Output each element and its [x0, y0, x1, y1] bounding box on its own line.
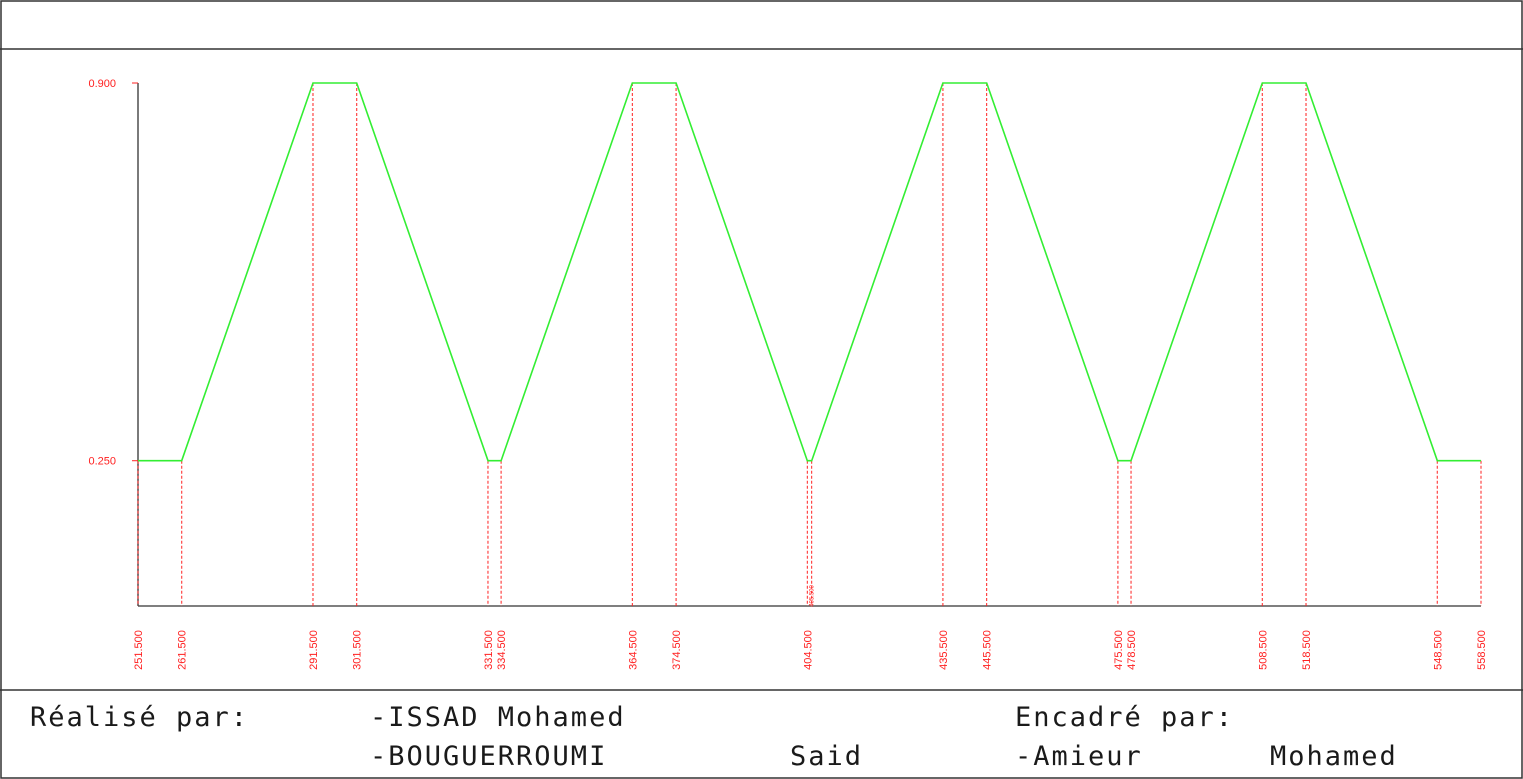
x-tick-label: 334.500 [496, 630, 508, 670]
x-tick-label: 261.500 [177, 630, 189, 670]
x-tick-label: 364.500 [627, 630, 639, 670]
x-tick-label: 301.500 [352, 630, 364, 670]
x-tick-label: 518.500 [1301, 630, 1313, 670]
x-tick-label: 331.500 [483, 630, 495, 670]
x-tick-label: 435.500 [938, 630, 950, 670]
supervised-by-label: Encadré par: [1015, 702, 1235, 733]
series-line [138, 82, 1481, 462]
plot-area: 0.900 0.250 251.500 261.500 291.500 301.500 33… [88, 78, 1488, 670]
author-1-name: -ISSAD Mohamed [370, 702, 626, 733]
x-tick-label: 548.500 [1432, 630, 1444, 670]
x-tick-label: 251.500 [133, 630, 145, 670]
x-tick-label: 405.500 [810, 585, 816, 607]
supervisor-last-name: Mohamed [1270, 741, 1398, 772]
x-tick-label: 475.500 [1113, 630, 1125, 670]
x-tick-label: 508.500 [1257, 630, 1269, 670]
made-by-label: Réalisé par: [30, 702, 250, 733]
x-tick-label: 404.500 [802, 630, 814, 670]
x-tick-label: 478.500 [1126, 630, 1138, 670]
x-tick-label: 558.500 [1476, 630, 1488, 670]
x-tick-label: 445.500 [982, 630, 994, 670]
y-tick-label: 0.900 [88, 78, 116, 90]
author-2-last-name: Said [790, 741, 864, 772]
x-tick-label: 374.500 [671, 630, 683, 670]
author-2-first-name: -BOUGUERROUMI [370, 741, 608, 772]
supervisor-first-name: -Amieur [1015, 741, 1143, 772]
x-tick-label: 291.500 [308, 630, 320, 670]
y-tick-label: 0.250 [88, 456, 116, 468]
